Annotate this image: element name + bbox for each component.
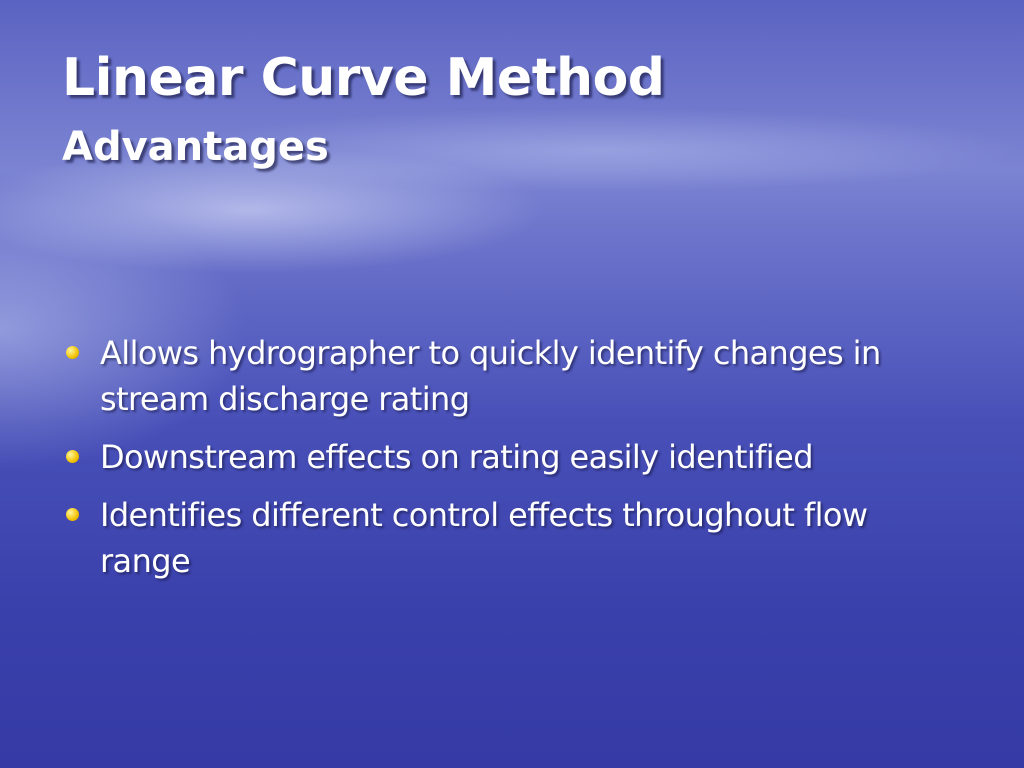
bullet-list: Allows hydrographer to quickly identify … [62, 330, 942, 596]
bullet: Identifies different control effects thr… [62, 492, 942, 584]
slide-title: Linear Curve Method [62, 48, 665, 108]
slide-subtitle: Advantages [62, 124, 329, 170]
bullet: Allows hydrographer to quickly identify … [62, 330, 942, 422]
bullet: Downstream effects on rating easily iden… [62, 434, 942, 480]
